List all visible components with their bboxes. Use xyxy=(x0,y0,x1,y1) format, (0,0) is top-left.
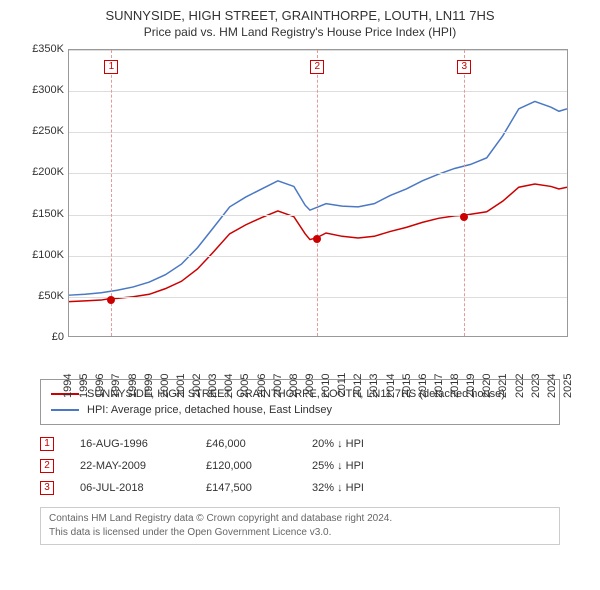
y-tick-label: £200K xyxy=(20,166,64,178)
x-tick-label: 1995 xyxy=(78,373,90,397)
event-date: 16-AUG-1996 xyxy=(80,438,180,450)
x-tick-label: 2010 xyxy=(320,373,332,397)
x-tick-label: 1999 xyxy=(143,373,155,397)
attribution-line1: Contains HM Land Registry data © Crown c… xyxy=(49,512,551,526)
legend-swatch xyxy=(51,409,79,411)
y-tick-label: £0 xyxy=(20,331,64,343)
event-date: 06-JUL-2018 xyxy=(80,482,180,494)
x-tick-label: 1998 xyxy=(127,373,139,397)
event-row: 3 06-JUL-2018 £147,500 32% ↓ HPI xyxy=(40,477,560,499)
x-tick-label: 1997 xyxy=(110,373,122,397)
event-date: 22-MAY-2009 xyxy=(80,460,180,472)
x-tick-label: 2018 xyxy=(449,373,461,397)
y-tick-label: £100K xyxy=(20,249,64,261)
chart-container: SUNNYSIDE, HIGH STREET, GRAINTHORPE, LOU… xyxy=(0,0,600,590)
chart-area: £0 £50K £100K £150K £200K £250K £300K £350K 1 2 3… xyxy=(20,43,580,373)
event-line xyxy=(111,50,112,336)
x-tick-label: 2023 xyxy=(530,373,542,397)
event-price: £147,500 xyxy=(206,482,286,494)
legend-item: HPI: Average price, detached house, East… xyxy=(51,402,549,418)
x-tick-label: 2008 xyxy=(288,373,300,397)
x-tick-label: 1994 xyxy=(62,373,74,397)
event-number-box: 1 xyxy=(40,437,54,451)
event-pct: 25% ↓ HPI xyxy=(312,460,402,472)
event-line xyxy=(464,50,465,336)
event-number-box: 2 xyxy=(40,459,54,473)
event-price: £120,000 xyxy=(206,460,286,472)
x-tick-label: 2007 xyxy=(272,373,284,397)
event-pct: 32% ↓ HPI xyxy=(312,482,402,494)
x-tick-label: 2022 xyxy=(514,373,526,397)
x-tick-label: 2012 xyxy=(352,373,364,397)
x-tick-label: 2005 xyxy=(239,373,251,397)
x-tick-label: 2020 xyxy=(481,373,493,397)
x-tick-label: 2004 xyxy=(223,373,235,397)
x-tick-label: 2000 xyxy=(159,373,171,397)
x-tick-label: 2017 xyxy=(433,373,445,397)
x-tick-label: 2011 xyxy=(336,373,348,397)
x-tick-label: 2021 xyxy=(497,373,509,397)
y-tick-label: £50K xyxy=(20,290,64,302)
event-dot xyxy=(107,296,115,304)
x-tick-label: 2003 xyxy=(207,373,219,397)
x-tick-label: 2006 xyxy=(256,373,268,397)
plot-area: 1 2 3 xyxy=(68,49,568,337)
event-dot xyxy=(313,235,321,243)
y-tick-label: £350K xyxy=(20,43,64,55)
x-tick-label: 2024 xyxy=(546,373,558,397)
event-number-box: 3 xyxy=(40,481,54,495)
x-tick-label: 2014 xyxy=(385,373,397,397)
x-tick-label: 2016 xyxy=(417,373,429,397)
events-table: 1 16-AUG-1996 £46,000 20% ↓ HPI 2 22-MAY-2009… xyxy=(40,433,560,499)
x-tick-label: 2019 xyxy=(465,373,477,397)
legend-label: HPI: Average price, detached house, East… xyxy=(87,404,332,416)
y-tick-label: £250K xyxy=(20,125,64,137)
event-marker-box: 3 xyxy=(457,60,471,74)
event-dot xyxy=(460,213,468,221)
attribution: Contains HM Land Registry data © Crown c… xyxy=(40,507,560,545)
chart-subtitle: Price paid vs. HM Land Registry's House … xyxy=(0,23,600,43)
x-tick-label: 2002 xyxy=(191,373,203,397)
event-pct: 20% ↓ HPI xyxy=(312,438,402,450)
y-tick-label: £150K xyxy=(20,208,64,220)
x-tick-label: 1996 xyxy=(94,373,106,397)
event-price: £46,000 xyxy=(206,438,286,450)
y-tick-label: £300K xyxy=(20,84,64,96)
event-marker-box: 1 xyxy=(104,60,118,74)
event-row: 1 16-AUG-1996 £46,000 20% ↓ HPI xyxy=(40,433,560,455)
x-tick-label: 2001 xyxy=(175,373,187,397)
x-tick-label: 2015 xyxy=(401,373,413,397)
attribution-line2: This data is licensed under the Open Gov… xyxy=(49,526,551,540)
event-row: 2 22-MAY-2009 £120,000 25% ↓ HPI xyxy=(40,455,560,477)
chart-title: SUNNYSIDE, HIGH STREET, GRAINTHORPE, LOU… xyxy=(0,0,600,23)
event-line xyxy=(317,50,318,336)
event-marker-box: 2 xyxy=(310,60,324,74)
x-tick-label: 2025 xyxy=(562,373,574,397)
x-tick-label: 2013 xyxy=(368,373,380,397)
x-tick-label: 2009 xyxy=(304,373,316,397)
